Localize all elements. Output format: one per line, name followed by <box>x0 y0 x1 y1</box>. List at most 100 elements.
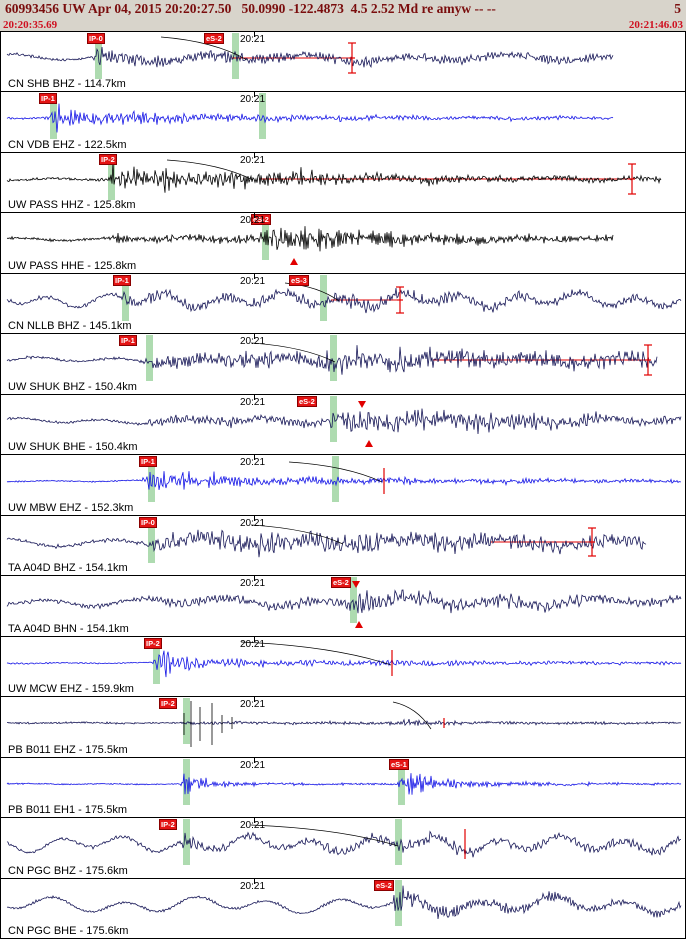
minute-tick <box>254 273 255 279</box>
phase-pick-flag[interactable]: IP-0 <box>87 33 105 44</box>
phase-pick-flag[interactable]: IP-1 <box>119 335 137 347</box>
event-header-bar: 60993456 UW Apr 04, 2015 20:20:27.50 50.… <box>0 0 686 18</box>
decay-reference-curve <box>250 342 336 363</box>
station-label: UW PASS HHZ - 125.8km <box>8 199 136 212</box>
minute-tick <box>254 757 255 763</box>
window-end-time: 20:21:46.03 <box>628 18 683 31</box>
pick-window-band[interactable] <box>330 395 337 442</box>
panel-divider <box>0 575 686 577</box>
phase-pick-flag[interactable]: IP-2 <box>159 698 177 710</box>
minute-time-label: 20:21 <box>240 154 266 166</box>
seismogram-trace <box>6 287 682 313</box>
panel-divider <box>0 817 686 819</box>
pick-window-band[interactable] <box>320 274 327 321</box>
waveform-plot[interactable] <box>1 697 685 757</box>
waveform-plot[interactable] <box>1 818 685 878</box>
trace-panel[interactable]: IP-0 eS-2 20:21 CN SHB BHZ - 114.7km <box>0 32 686 93</box>
decay-reference-curve <box>392 701 432 730</box>
minute-time-label: 20:21 <box>240 820 266 832</box>
phase-pick-flag[interactable]: eS-3 <box>289 274 309 286</box>
phase-pick-flag[interactable]: IP-0 <box>139 516 157 528</box>
phase-pick-flag[interactable]: IP-1 <box>139 456 157 468</box>
pick-window-band[interactable] <box>146 335 153 382</box>
pick-window-band[interactable] <box>395 819 402 866</box>
minute-tick <box>254 394 255 400</box>
waveform-plot[interactable] <box>1 395 685 455</box>
seismogram-trace <box>6 471 682 491</box>
waveform-plot[interactable] <box>1 153 685 213</box>
pick-window-band[interactable] <box>153 637 160 684</box>
seismogram-trace <box>6 885 682 919</box>
waveform-plot[interactable] <box>1 879 685 939</box>
seismogram-trace <box>6 772 682 795</box>
pick-window-band[interactable] <box>332 456 339 503</box>
minute-tick <box>254 152 255 158</box>
trace-panel[interactable]: IP-1 20:21 UW SHUK BHZ - 150.4km <box>0 334 686 395</box>
trace-panel[interactable]: IP-1 20:21 UW MBW EHZ - 152.3km <box>0 455 686 516</box>
panel-divider <box>0 635 686 637</box>
decay-reference-curve <box>160 36 248 61</box>
minute-tick <box>254 697 255 703</box>
waveform-plot[interactable] <box>1 334 685 394</box>
phase-pick-flag[interactable]: IP-2 <box>159 819 177 831</box>
minute-tick <box>254 32 255 37</box>
pick-triangle <box>290 258 298 266</box>
station-label: TA A04D BHZ - 154.1km <box>8 562 128 575</box>
panel-divider <box>0 151 686 153</box>
pick-window-band[interactable] <box>330 335 337 382</box>
trace-panel[interactable]: IP-1 20:21 CN VDB EHZ - 122.5km <box>0 92 686 153</box>
trace-panel[interactable]: IP-0 20:21 TA A04D BHZ - 154.1km <box>0 515 686 577</box>
trace-panel[interactable]: eS-2 20:21 UW PASS HHE - 125.8km <box>0 213 686 274</box>
trace-panel[interactable]: eS-2 20:21 TA A04D BHN - 154.1km <box>0 576 686 637</box>
panel-divider <box>0 877 686 879</box>
station-label: CN VDB EHZ - 122.5km <box>8 138 127 151</box>
phase-pick-flag[interactable]: IP-1 <box>113 274 131 286</box>
phase-pick-flag[interactable]: eS-2 <box>374 879 394 891</box>
minute-time-label: 20:21 <box>240 517 266 529</box>
trace-panel[interactable]: IP-2 20:21 UW PASS HHZ - 125.8km <box>0 152 686 214</box>
pick-window-band[interactable] <box>183 758 190 805</box>
phase-pick-flag[interactable]: eS-1 <box>389 758 409 770</box>
station-label: PB B011 EHZ - 175.5km <box>8 743 128 756</box>
trace-panel[interactable]: IP-2 20:21 UW MCW EHZ - 159.9km <box>0 636 686 698</box>
pick-window-band[interactable] <box>148 456 155 503</box>
pick-window-band[interactable] <box>350 577 357 624</box>
pick-window-band[interactable] <box>232 33 239 79</box>
station-label: UW SHUK BHZ - 150.4km <box>8 380 137 393</box>
waveform-plot[interactable] <box>1 32 685 92</box>
waveform-plot[interactable] <box>1 455 685 515</box>
waveform-plot[interactable] <box>1 516 685 576</box>
pick-window-band[interactable] <box>395 879 402 926</box>
waveform-plot[interactable] <box>1 758 685 818</box>
minute-time-label: 20:21 <box>240 457 266 469</box>
waveform-plot[interactable] <box>1 213 685 273</box>
seismogram-trace <box>6 830 682 858</box>
decay-reference-curve <box>288 461 383 483</box>
trace-panel[interactable]: IP-2 20:21 PB B011 EHZ - 175.5km <box>0 697 686 758</box>
phase-pick-flag[interactable]: eS-2 <box>331 577 351 589</box>
waveform-plot[interactable] <box>1 637 685 697</box>
seismogram-trace <box>6 104 614 133</box>
phase-pick-flag[interactable]: eS-2 <box>204 33 224 44</box>
minute-time-label: 20:21 <box>240 578 266 590</box>
minute-time-label: 20:21 <box>240 275 266 287</box>
waveform-plot[interactable] <box>1 576 685 636</box>
trace-panel[interactable]: eS-2 20:21 CN PGC BHE - 175.6km <box>0 878 686 939</box>
phase-pick-flag[interactable]: eS-2 <box>297 395 317 407</box>
trace-panel[interactable]: IP-2 20:21 CN PGC BHZ - 175.6km <box>0 818 686 879</box>
phase-pick-flag[interactable]: IP-1 <box>39 93 57 105</box>
phase-pick-flag[interactable]: IP-2 <box>99 153 117 165</box>
trace-panel[interactable]: IP-1 eS-3 20:21 CN NLLB BHZ - 145.1km <box>0 273 686 335</box>
panel-divider <box>0 272 686 274</box>
trace-panel[interactable]: eS-1 20:21 PB B011 EH1 - 175.5km <box>0 757 686 819</box>
waveform-plot[interactable] <box>1 274 685 334</box>
pick-window-band[interactable] <box>148 516 155 563</box>
pick-window-band[interactable] <box>50 93 57 140</box>
phase-pick-flag[interactable]: IP-2 <box>144 637 162 649</box>
trace-panel[interactable]: eS-2 20:21 UW SHUK BHE - 150.4km <box>0 394 686 456</box>
pick-window-band[interactable] <box>183 698 190 745</box>
station-label: CN PGC BHE - 175.6km <box>8 925 129 937</box>
phase-pick-flag[interactable]: eS-2 <box>251 214 271 226</box>
pick-window-band[interactable] <box>398 758 405 805</box>
waveform-plot[interactable] <box>1 92 685 152</box>
